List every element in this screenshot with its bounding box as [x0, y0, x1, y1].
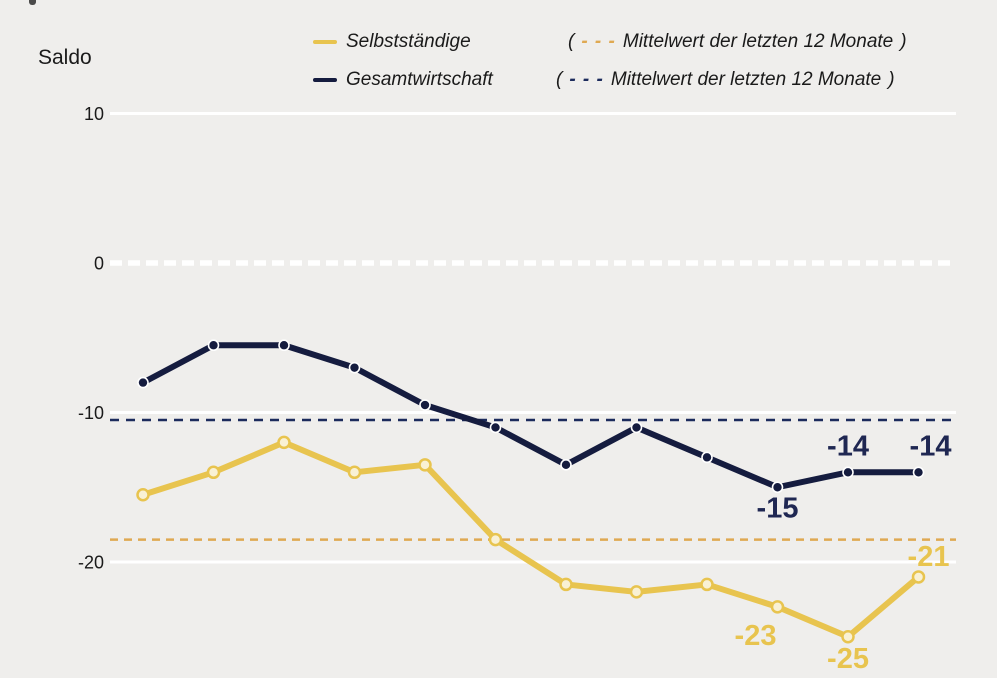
y-tick-label: -20	[78, 553, 104, 573]
y-tick-label: 0	[94, 254, 104, 274]
gesamtwirtschaft-data-point	[771, 481, 784, 494]
selbststaendige-data-point	[770, 600, 785, 614]
mean-note-close-paren: )	[888, 69, 895, 90]
selbstständige-data-label: -25	[827, 643, 869, 675]
legend-label-gesamtwirtschaft: Gesamtwirtschaft	[346, 69, 493, 90]
y-axis-title: Saldo	[38, 46, 92, 69]
gesamtwirtschaft-data-point	[419, 399, 431, 411]
gesamtwirtschaft-data-point	[348, 361, 361, 374]
gesamtwirtschaft-data-point	[842, 466, 854, 479]
selbststaendige-data-point	[911, 570, 926, 584]
gesamtwirtschaft-data-label: -14	[827, 430, 869, 462]
selbstständige-data-label: -21	[908, 541, 950, 573]
mean-note-gesamtwirtschaft: ( - - - Mittelwert der letzten 12 Monate…	[556, 66, 895, 94]
legend-label-selbststaendige: Selbstständige	[346, 31, 471, 52]
selbststaendige-dashed-line-icon: - - -	[581, 31, 616, 52]
gesamtwirtschaft-line-swatch-icon	[313, 78, 337, 82]
gesamtwirtschaft-dashed-line-icon: - - -	[569, 69, 604, 90]
gesamtwirtschaft-data-point	[630, 421, 643, 434]
gesamtwirtschaft-data-label: -15	[757, 492, 799, 524]
selbststaendige-data-point	[700, 577, 714, 592]
selbststaendige-data-point	[136, 487, 150, 502]
selbstständige-line	[140, 439, 922, 640]
mean-note-text: Mittelwert der letzten 12 Monate	[622, 31, 894, 52]
gesamtwirtschaft-line	[140, 342, 922, 491]
gesamtwirtschaft-data-point	[207, 339, 220, 352]
legend-item-gesamtwirtschaft: Gesamtwirtschaft	[313, 66, 493, 94]
mean-note-open-paren: (	[568, 31, 575, 52]
gesamtwirtschaft-data-point	[489, 421, 502, 434]
selbststaendige-data-point	[559, 577, 573, 592]
selbstständige-data-label: -23	[735, 620, 777, 652]
selbststaendige-data-point	[347, 465, 362, 480]
mean-note-close-paren: )	[900, 31, 907, 52]
mean-note-selbststaendige: ( - - - Mittelwert der letzten 12 Monate…	[568, 28, 907, 56]
cropped-title-artifact	[29, 0, 36, 5]
selbststaendige-data-point	[841, 630, 855, 644]
y-tick-label: 10	[84, 104, 104, 124]
selbststaendige-data-point	[629, 585, 644, 599]
mean-note-open-paren: (	[556, 69, 563, 90]
gesamtwirtschaft-data-point	[912, 466, 925, 479]
legend-item-selbststaendige: Selbstständige	[313, 28, 471, 56]
selbststaendige-data-point	[418, 458, 432, 472]
selbststaendige-line-swatch-icon	[313, 40, 337, 44]
mean-note-text: Mittelwert der letzten 12 Monate	[610, 69, 882, 90]
gesamtwirtschaft-data-point	[560, 459, 572, 471]
selbststaendige-data-point	[488, 532, 503, 547]
gesamtwirtschaft-data-point	[278, 339, 290, 352]
y-tick-label: -10	[78, 403, 104, 423]
gesamtwirtschaft-data-label: -14	[910, 430, 952, 462]
gesamtwirtschaft-data-point	[137, 376, 149, 389]
selbststaendige-data-point	[277, 435, 291, 450]
gesamtwirtschaft-data-point	[701, 451, 713, 464]
selbststaendige-data-point	[206, 465, 221, 480]
